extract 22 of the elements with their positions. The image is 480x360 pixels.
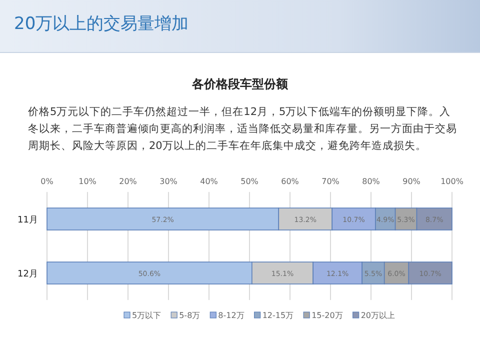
x-tick-label: 10% (78, 177, 97, 186)
legend-label: 15-20万 (312, 311, 343, 320)
x-tick-label: 60% (281, 177, 300, 186)
legend-label: 5万以下 (132, 311, 162, 320)
x-tick-label: 90% (402, 177, 421, 186)
legend-label: 5-8万 (179, 311, 200, 320)
x-tick-label: 80% (362, 177, 380, 186)
y-tick-label: 11月 (18, 216, 38, 226)
x-tick-label: 100% (440, 177, 464, 186)
y-tick-label: 12月 (18, 270, 38, 280)
x-tick-label: 0% (40, 177, 54, 186)
x-tick-label: 50% (240, 177, 259, 186)
x-tick-label: 20% (119, 177, 138, 186)
x-tick-label: 70% (322, 177, 340, 186)
legend-label: 8-12万 (218, 311, 244, 320)
legend-label: 20万以上 (360, 311, 396, 320)
text: 价格5万元以下的二手车仍然超过一半，但在12月，5万以下低端车的份额明显下降。入冬以来，二手车商普遍倾向更高的利润率，适当降低交易量和库存量。另一方面由于交易周期长、风险大等原因，20万以上的二手车在年底集中成交，避免跨年造成损失。 (28, 105, 458, 154)
chart-title: 20万以上的交易量增加 (14, 13, 189, 35)
x-tick-label: 40% (200, 177, 218, 186)
chart-subtitle: 各价格段车型份额 (191, 76, 289, 93)
x-tick-label: 30% (160, 177, 178, 186)
legend-label: 12-15万 (262, 311, 294, 320)
